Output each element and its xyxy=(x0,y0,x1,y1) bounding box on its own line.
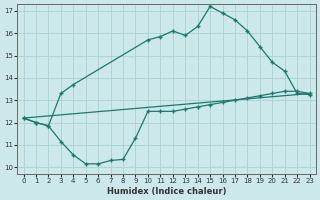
X-axis label: Humidex (Indice chaleur): Humidex (Indice chaleur) xyxy=(107,187,226,196)
